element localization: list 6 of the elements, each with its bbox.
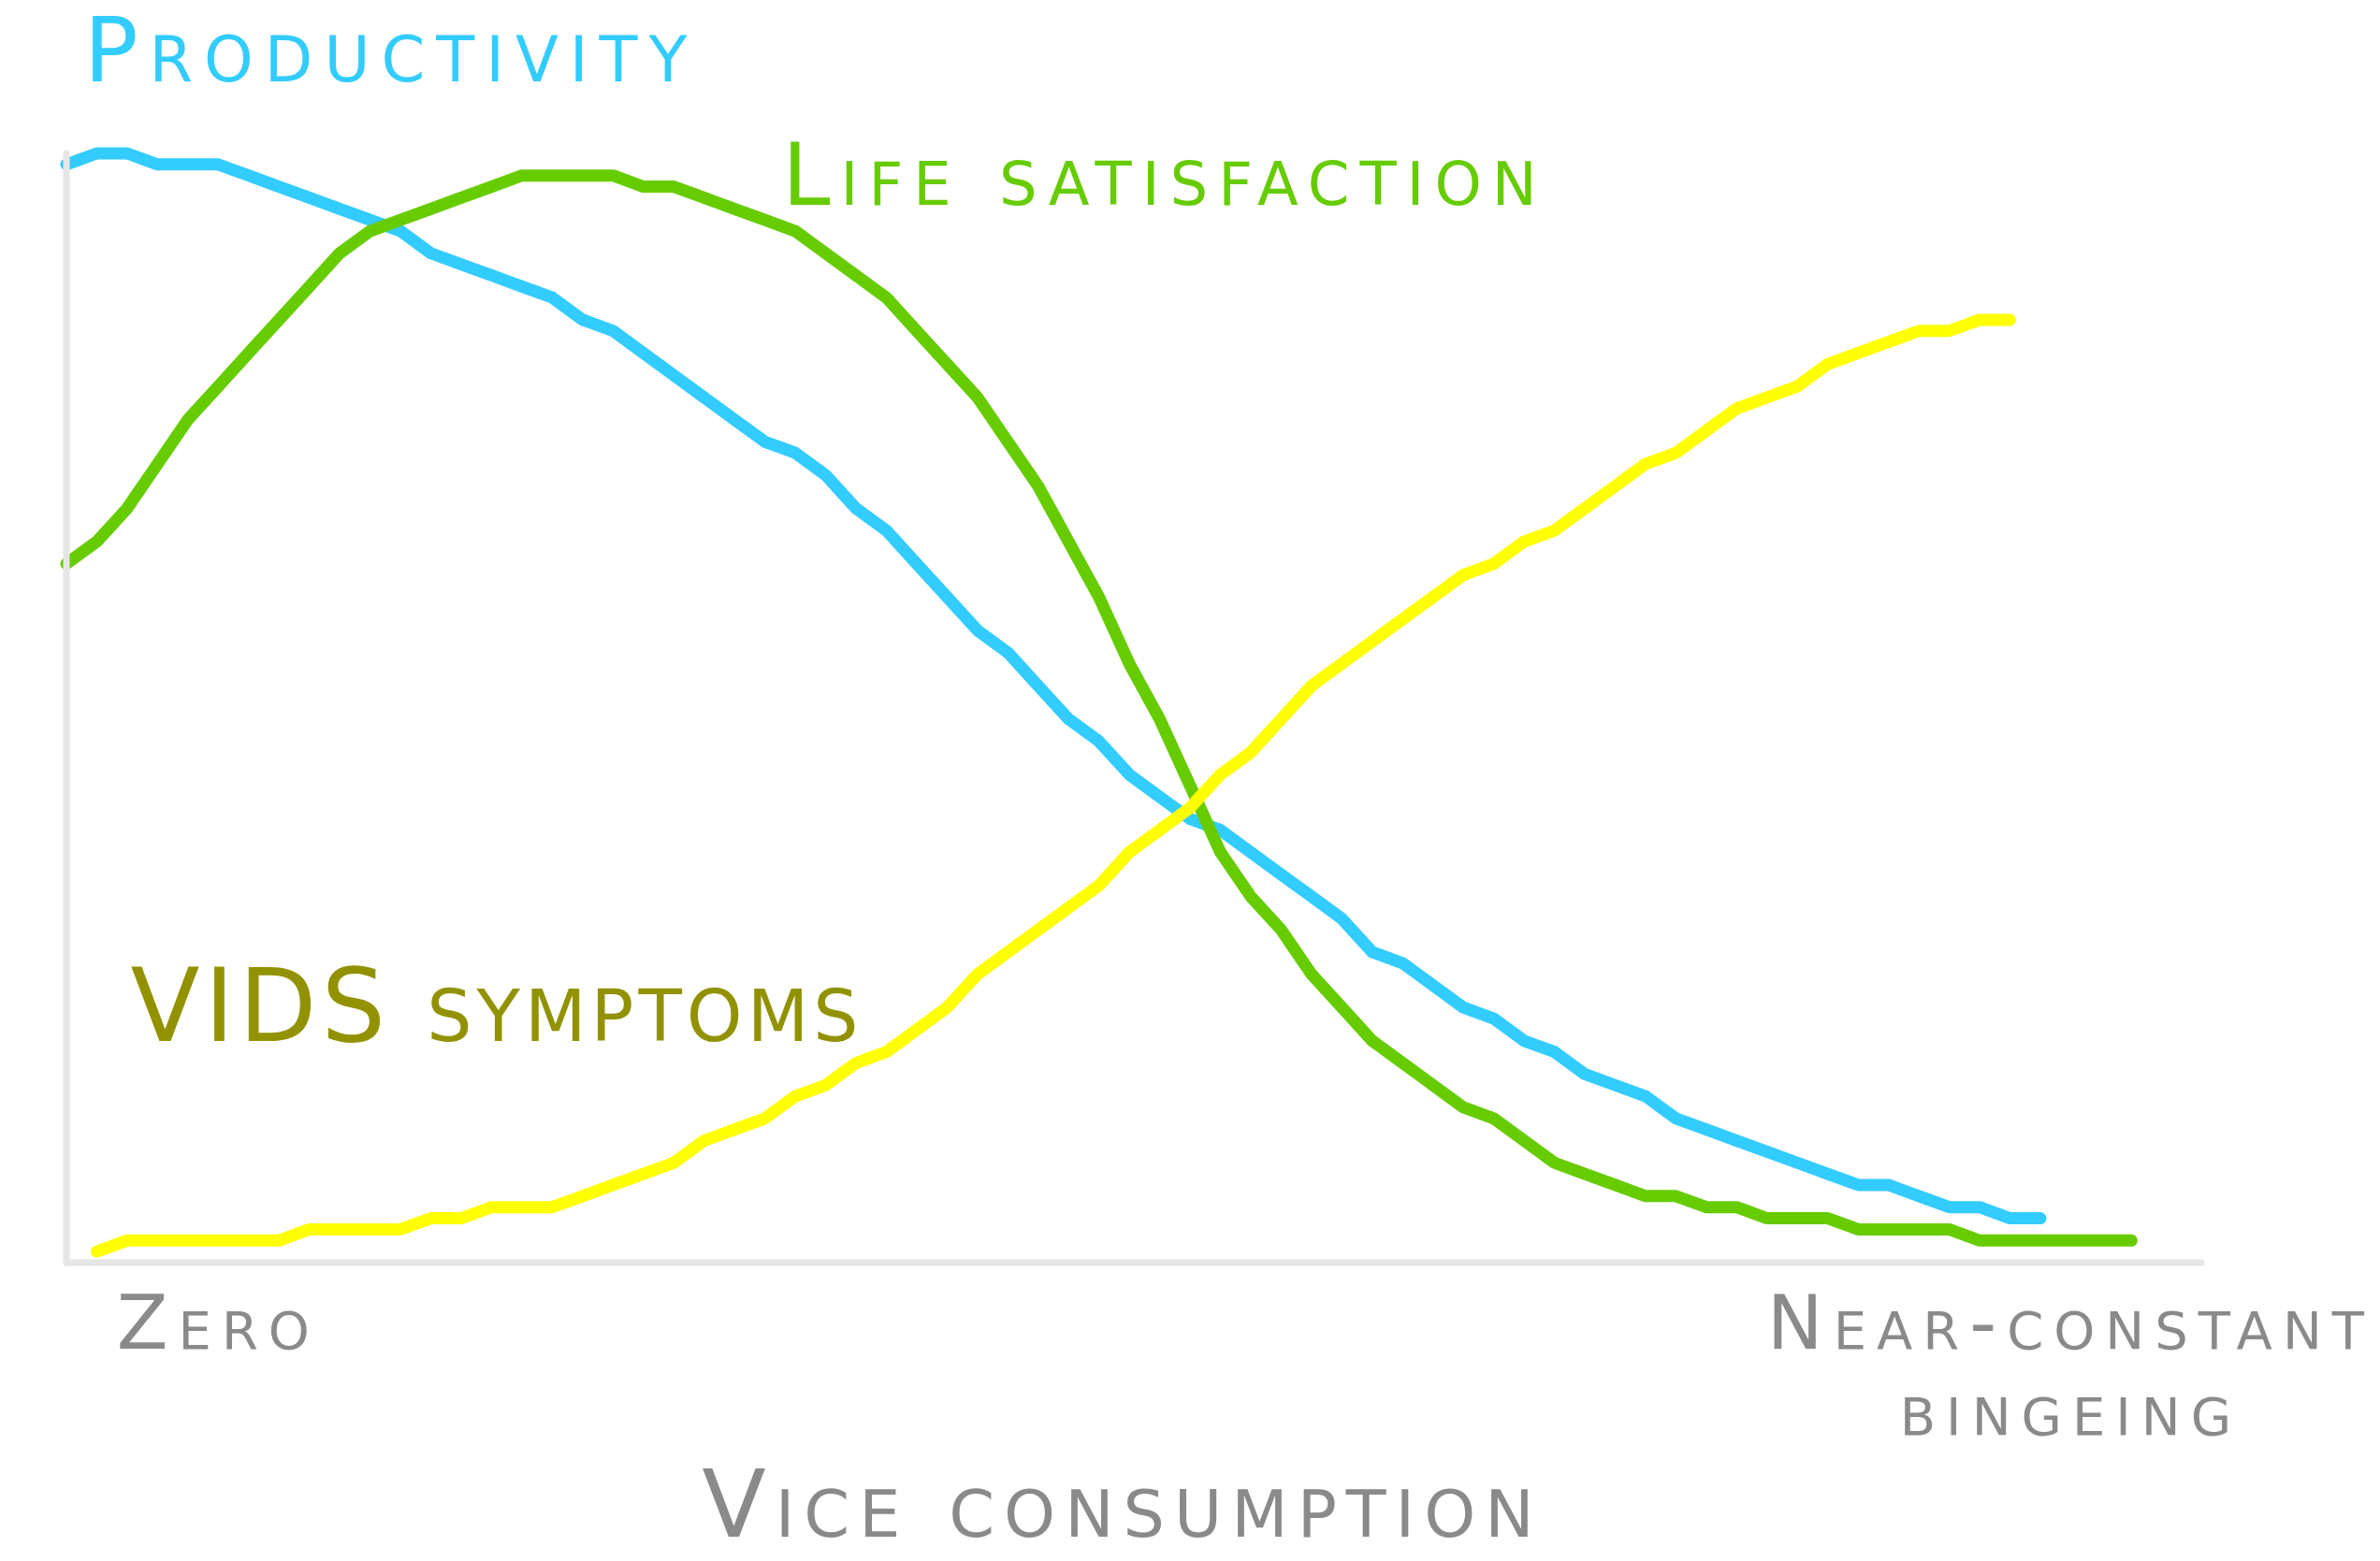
x-tick-label: Zero xyxy=(116,1279,320,1366)
series-label: Productivity xyxy=(83,0,699,103)
series-label: VIDS symptoms xyxy=(130,947,863,1064)
series-label: Life satisfaction xyxy=(782,125,1547,225)
x-tick-label: Near-constant bingeing xyxy=(1766,1279,2375,1453)
x-axis-title: Vice consumption xyxy=(702,1450,1544,1559)
